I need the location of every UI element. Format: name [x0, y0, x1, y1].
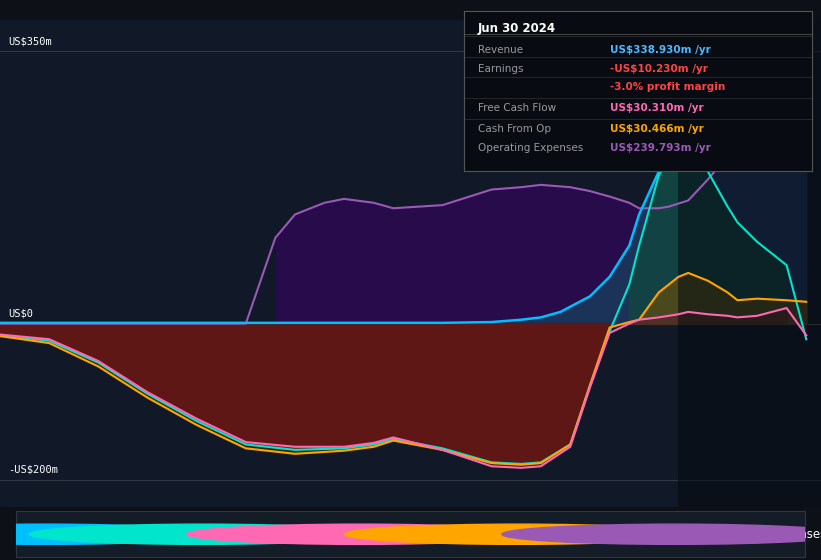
Text: Operating Expenses: Operating Expenses	[707, 528, 821, 541]
Text: Operating Expenses: Operating Expenses	[478, 143, 583, 153]
Text: Earnings: Earnings	[478, 64, 523, 74]
Text: US$30.466m /yr: US$30.466m /yr	[610, 124, 704, 133]
Circle shape	[29, 524, 376, 544]
Text: US$0: US$0	[8, 309, 33, 319]
Text: Jun 30 2024: Jun 30 2024	[478, 22, 556, 35]
Text: Free Cash Flow: Free Cash Flow	[478, 102, 556, 113]
Text: Earnings: Earnings	[234, 528, 286, 541]
Text: US$338.930m /yr: US$338.930m /yr	[610, 44, 711, 54]
Text: Revenue: Revenue	[478, 44, 523, 54]
Text: US$239.793m /yr: US$239.793m /yr	[610, 143, 711, 153]
Circle shape	[186, 524, 534, 544]
Circle shape	[344, 524, 691, 544]
Bar	[678, 20, 821, 507]
Text: Revenue: Revenue	[76, 528, 128, 541]
Text: Cash From Op: Cash From Op	[478, 124, 551, 133]
Text: -3.0% profit margin: -3.0% profit margin	[610, 82, 725, 92]
Text: Free Cash Flow: Free Cash Flow	[392, 528, 480, 541]
Text: Cash From Op: Cash From Op	[549, 528, 631, 541]
Circle shape	[502, 524, 821, 544]
Circle shape	[0, 524, 218, 544]
Text: -US$200m: -US$200m	[8, 465, 57, 475]
Text: US$30.310m /yr: US$30.310m /yr	[610, 102, 704, 113]
Text: US$350m: US$350m	[8, 36, 52, 46]
Text: -US$10.230m /yr: -US$10.230m /yr	[610, 64, 708, 74]
